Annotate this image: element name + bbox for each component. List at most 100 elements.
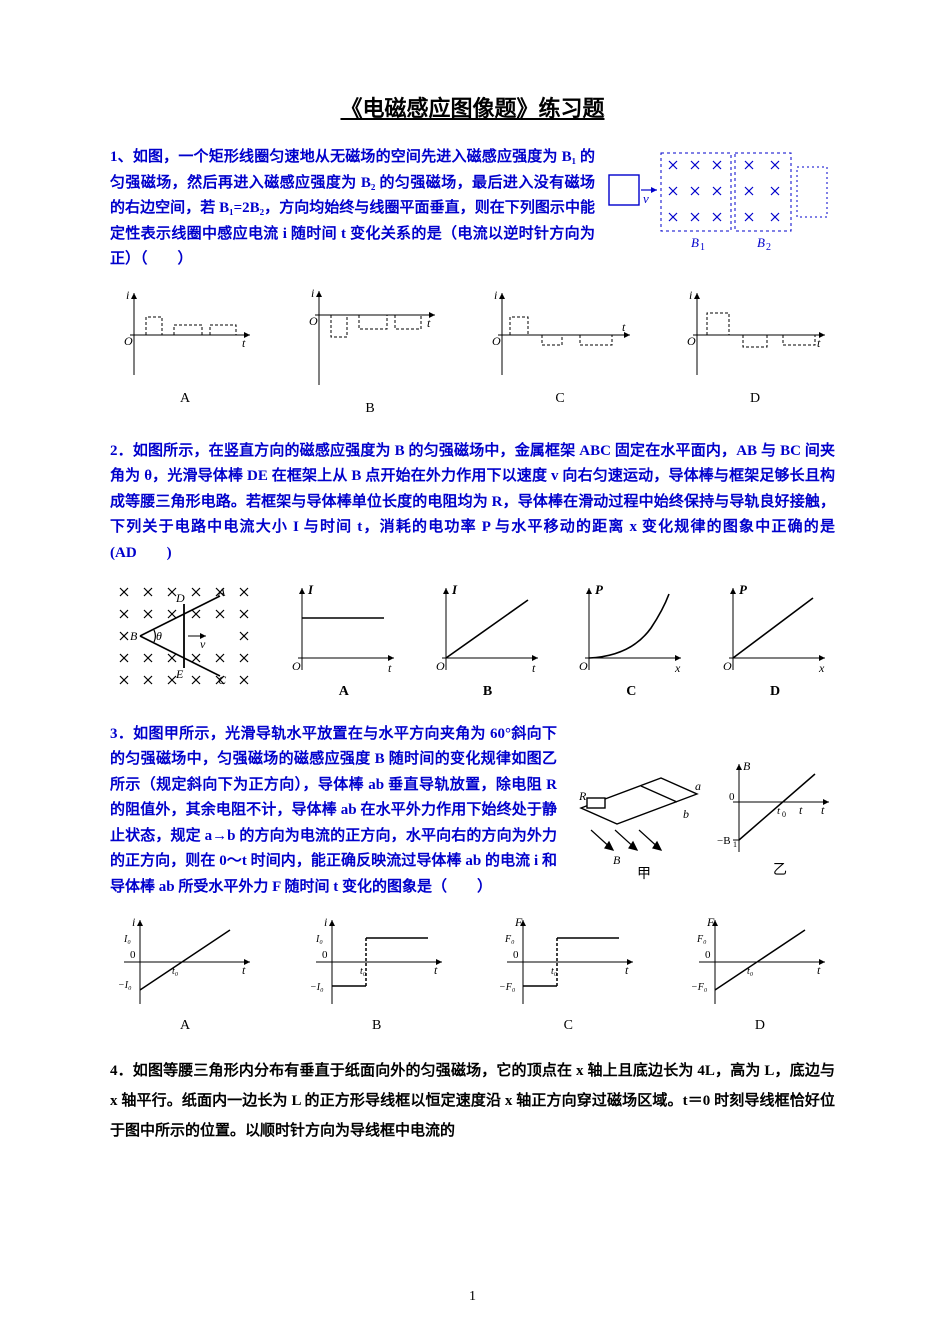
svg-text:t₀: t₀ [360, 966, 367, 977]
q2-label-c: C [571, 680, 691, 704]
svg-text:i: i [126, 288, 129, 302]
svg-text:−F₀: −F₀ [691, 982, 708, 993]
svg-text:v: v [643, 191, 649, 206]
svg-text:θ: θ [156, 629, 162, 643]
q1-choice-b: O t i B [295, 285, 445, 421]
svg-text:1: 1 [733, 840, 737, 849]
q3-label-b: B [302, 1014, 452, 1038]
q3-choice-c: 0 t F F₀ −F₀ t₀ C [493, 912, 643, 1038]
q3-choice-a: 0 t i I₀ −I₀ t₀ A [110, 912, 260, 1038]
q1-choice-a: O t i A [110, 285, 260, 421]
svg-text:甲: 甲 [637, 867, 651, 880]
svg-text:I₀: I₀ [315, 934, 323, 945]
svg-text:t₀: t₀ [172, 966, 179, 977]
question-2: 2．如图所示，在竖直方向的磁感应强度为 B 的匀强磁场中，金属框架 ABC 固定… [110, 439, 835, 704]
svg-text:i: i [132, 915, 135, 929]
svg-text:F: F [514, 915, 523, 929]
svg-text:t: t [427, 316, 431, 330]
svg-text:t: t [434, 963, 438, 977]
svg-text:t: t [799, 803, 803, 817]
svg-text:I: I [451, 582, 458, 597]
svg-text:A: A [217, 585, 226, 599]
svg-text:t: t [622, 320, 626, 334]
svg-text:乙: 乙 [773, 862, 787, 878]
q2-text: 2．如图所示，在竖直方向的磁感应强度为 B 的匀强磁场中，金属框架 ABC 固定… [110, 439, 835, 567]
q2-setup-figure: A B C D E θ v [110, 578, 260, 704]
svg-text:0: 0 [782, 810, 786, 819]
svg-text:P: P [739, 582, 748, 597]
svg-text:O: O [436, 659, 445, 673]
q1-setup-figure: v [605, 145, 835, 265]
svg-text:O: O [579, 659, 588, 673]
svg-text:C: C [218, 673, 227, 687]
q2-label-a: A [284, 680, 404, 704]
svg-text:t: t [777, 805, 781, 817]
q1-choice-c: O t i C [480, 285, 640, 421]
svg-text:−I₀: −I₀ [118, 980, 132, 991]
svg-text:t: t [388, 661, 392, 675]
svg-text:0: 0 [729, 791, 735, 803]
svg-text:x: x [818, 661, 825, 675]
svg-text:t: t [242, 336, 246, 350]
svg-text:B: B [743, 759, 751, 773]
svg-text:i: i [311, 286, 314, 300]
q3-choices: 0 t i I₀ −I₀ t₀ A 0 t i I₀ −I₀ [110, 912, 835, 1038]
svg-text:−B: −B [717, 835, 731, 847]
svg-text:O: O [124, 334, 133, 348]
svg-text:b: b [683, 807, 689, 821]
svg-text:0: 0 [130, 949, 136, 961]
svg-text:F₀: F₀ [504, 934, 515, 945]
q2-label-b: B [428, 680, 548, 704]
svg-text:F: F [706, 915, 715, 929]
q3-choice-b: 0 t i I₀ −I₀ t₀ B [302, 912, 452, 1038]
q2-choice-b: O t I B [428, 578, 548, 704]
q3-label-c: C [493, 1014, 643, 1038]
svg-text:B: B [757, 235, 765, 250]
svg-text:O: O [492, 334, 501, 348]
question-4: 4．如图等腰三角形内分布有垂直于纸面向外的匀强磁场，它的顶点在 x 轴上且底边长… [110, 1056, 835, 1146]
svg-text:I₀: I₀ [123, 934, 131, 945]
q2-label-d: D [715, 680, 835, 704]
svg-text:t: t [817, 963, 821, 977]
svg-text:1: 1 [700, 242, 705, 253]
svg-text:O: O [723, 659, 732, 673]
q3-choice-d: 0 t F F₀ −F₀ t₀ D [685, 912, 835, 1038]
q2-choice-c: O x P C [571, 578, 691, 704]
svg-text:t: t [625, 963, 629, 977]
q2-choice-a: O t I A [284, 578, 404, 704]
svg-text:E: E [175, 667, 184, 681]
question-3: R a b B 甲 B 0 t [110, 722, 835, 1038]
svg-text:x: x [674, 661, 681, 675]
svg-text:−F₀: −F₀ [499, 982, 516, 993]
svg-text:t: t [532, 661, 536, 675]
q3-setup-figures: R a b B 甲 B 0 t [565, 750, 835, 890]
q3-label-d: D [685, 1014, 835, 1038]
svg-text:t: t [817, 336, 821, 350]
svg-text:v: v [200, 637, 206, 651]
svg-text:t: t [821, 803, 825, 817]
svg-text:2: 2 [766, 242, 771, 253]
svg-text:0: 0 [705, 949, 711, 961]
q1-label-c: C [480, 387, 640, 411]
q1-label-b: B [295, 397, 445, 421]
svg-text:0: 0 [513, 949, 519, 961]
q3-label-a: A [110, 1014, 260, 1038]
svg-text:P: P [595, 582, 604, 597]
svg-text:O: O [292, 659, 301, 673]
svg-text:R: R [578, 789, 587, 803]
svg-text:i: i [494, 288, 497, 302]
svg-text:t₀: t₀ [551, 966, 558, 977]
svg-text:B: B [691, 235, 699, 250]
svg-text:i: i [689, 288, 692, 302]
q2-choice-d: O x P D [715, 578, 835, 704]
question-1: v [110, 145, 835, 420]
page-title: 《电磁感应图像题》练习题 [110, 90, 835, 127]
svg-text:a: a [695, 779, 701, 793]
svg-text:O: O [309, 314, 318, 328]
svg-text:t: t [242, 963, 246, 977]
svg-text:0: 0 [322, 949, 328, 961]
q2-figures: A B C D E θ v O t I A [110, 578, 835, 704]
svg-text:−I₀: −I₀ [310, 982, 324, 993]
svg-text:t₀: t₀ [747, 966, 754, 977]
q1-label-d: D [675, 387, 835, 411]
